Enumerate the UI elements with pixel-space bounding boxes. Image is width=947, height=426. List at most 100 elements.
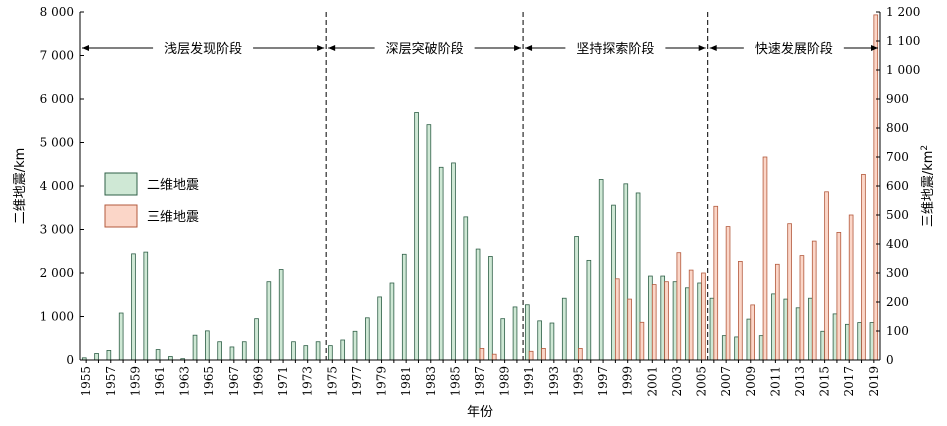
bar-3d-2015 (824, 191, 829, 361)
bar-3d-2000 (639, 321, 645, 361)
y-left-tick-label: 6 000 (40, 92, 74, 106)
legend-swatch-1 (104, 172, 138, 196)
bar-2d-1997 (598, 179, 604, 361)
y-left-tick-label: 7 000 (40, 49, 74, 63)
bar-2d-1969 (254, 318, 259, 361)
x-tick-label: 1977 (350, 366, 364, 397)
bar-2d-1958 (118, 312, 124, 361)
bar-3d-2006 (713, 205, 719, 361)
phase-label-3: 坚持探索阶段 (576, 42, 654, 57)
bar-2d-1960 (143, 251, 149, 361)
bar-2d-1957 (106, 350, 112, 361)
bar-2d-1987 (475, 248, 481, 361)
bar-2d-2011 (771, 293, 776, 361)
y-left-tick-label: 8 000 (40, 5, 74, 19)
bar-3d-2013 (799, 255, 805, 361)
bar-3d-2003 (676, 252, 682, 361)
x-tick-label: 2009 (744, 366, 758, 397)
bar-3d-2018 (861, 173, 866, 361)
bar-2d-1974 (315, 341, 321, 361)
bar-3d-2016 (836, 231, 842, 361)
bar-2d-1978 (365, 317, 370, 361)
bar-2d-2014 (808, 297, 813, 361)
bar-2d-1981 (401, 253, 407, 361)
bar-2d-1999 (623, 183, 629, 361)
y-right-tick-label: 800 (886, 121, 909, 135)
y-right-tick-label: 1 000 (886, 63, 920, 77)
y-right-tick-label: 1 100 (886, 34, 920, 48)
bar-2d-2012 (783, 298, 789, 361)
bar-2d-1979 (377, 296, 382, 361)
bar-3d-2011 (774, 263, 780, 361)
x-tick-label: 2019 (867, 366, 881, 397)
phase-label-2: 深层突破阶段 (386, 41, 464, 57)
bar-3d-1999 (627, 298, 632, 361)
bar-2d-1970 (266, 281, 272, 361)
x-tick-label: 1959 (128, 366, 142, 397)
bar-2d-1977 (352, 330, 358, 361)
y-right-tick-label: 500 (886, 208, 909, 222)
y-axis-right-title-text: 三维地震/km (921, 151, 936, 228)
bar-2d-1993 (549, 322, 555, 361)
bar-2d-1956 (94, 353, 99, 361)
x-tick-label: 2015 (818, 366, 832, 397)
y-left-tick-label: 1 000 (40, 310, 74, 324)
bar-2d-1968 (241, 341, 247, 361)
bar-2d-1967 (229, 346, 235, 361)
phase-label-4: 快速发展阶段 (755, 41, 833, 57)
x-tick-label: 1961 (153, 366, 167, 397)
bar-2d-1989 (500, 318, 506, 361)
bar-3d-2008 (738, 260, 743, 361)
bar-3d-2012 (787, 223, 792, 361)
x-tick-label: 1993 (547, 366, 561, 397)
x-tick-label: 2007 (719, 366, 733, 397)
x-axis-title: 年份 (467, 405, 493, 420)
x-tick-label: 1969 (251, 366, 265, 397)
phase-arrowhead-left (328, 45, 336, 51)
x-tick-label: 1983 (424, 366, 438, 397)
x-tick-label: 1971 (276, 366, 290, 397)
bar-2d-2017 (845, 323, 850, 361)
phase-arrowhead-left (709, 45, 717, 51)
x-tick-label: 1979 (375, 366, 389, 397)
legend-label-1: 二维地震 (147, 178, 199, 193)
bar-2d-2003 (672, 281, 678, 361)
bar-2d-2016 (832, 313, 838, 361)
x-tick-label: 2001 (645, 366, 659, 397)
x-tick-label: 1991 (522, 366, 536, 397)
bar-3d-2010 (762, 156, 768, 361)
bar-3d-2002 (664, 281, 669, 361)
bar-2d-1959 (131, 253, 136, 361)
bar-3d-2009 (750, 304, 755, 361)
y-left-tick-label: 4 000 (40, 179, 74, 193)
bar-2d-2019 (869, 322, 875, 361)
bar-3d-2017 (848, 214, 854, 361)
x-tick-label: 1989 (498, 366, 512, 397)
bar-2d-1988 (488, 256, 493, 361)
series-2d-bars (81, 112, 875, 361)
x-tick-label: 2011 (768, 366, 782, 397)
bar-2d-1990 (512, 306, 518, 361)
x-tick-label: 1985 (448, 366, 462, 397)
bar-2d-2008 (734, 336, 739, 361)
x-tick-label: 1955 (79, 366, 93, 397)
bar-2d-1972 (291, 341, 296, 361)
bar-3d-1987 (479, 347, 485, 361)
bar-2d-1962 (168, 356, 173, 361)
y-axis-right-title: 三维地震/km2 (920, 145, 936, 227)
bar-2d-2009 (746, 318, 752, 361)
x-tick-label: 1963 (178, 366, 192, 397)
axes: 0 1 000 2 000 3 000 4 000 5 000 6 000 7 000 8 00… (40, 5, 921, 397)
x-tick-label: 1987 (473, 366, 487, 397)
y-right-tick-label: 900 (886, 92, 909, 106)
series-3d-bars (479, 14, 879, 361)
phase-label-1: 浅层发现阶段 (164, 41, 242, 57)
phase-arrowhead-left (525, 45, 533, 51)
bar-2d-2015 (820, 330, 826, 361)
phase-arrowhead-right (871, 45, 878, 51)
bar-2d-1998 (611, 204, 616, 361)
bar-3d-1998 (614, 278, 620, 361)
